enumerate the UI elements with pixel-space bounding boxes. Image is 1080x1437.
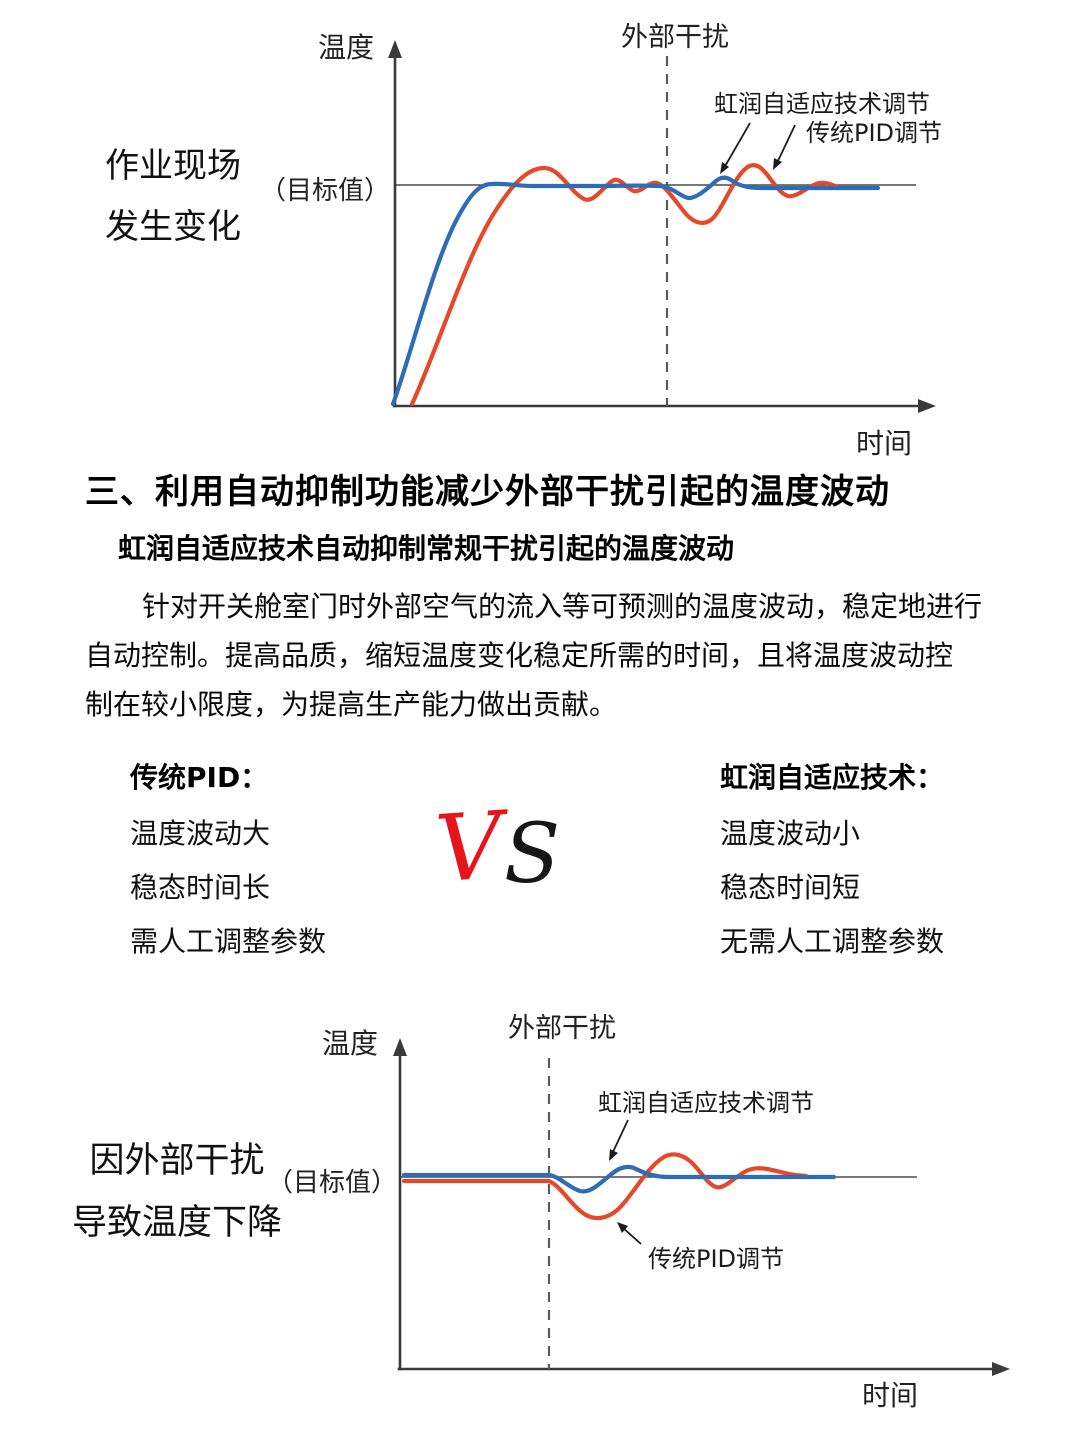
chart2-legend-pid: 传统PID调节 [648, 1245, 785, 1273]
vs-letter-s: S [504, 807, 561, 902]
chart2-x-axis-label: 时间 [862, 1379, 919, 1412]
paragraph-line1: 针对开关舱室门时外部空气的流入等可预测的温度波动，稳定地进行 [142, 590, 983, 623]
chart1-target-value-label: （目标值） [259, 176, 390, 206]
chart1-x-axis-label: 时间 [856, 427, 913, 460]
chart2-context-label: 因外部干扰 导致温度下降 [58, 1130, 296, 1254]
chart2-adaptive-annotation-arrowhead-icon [609, 1149, 618, 1161]
section-subheading: 虹润自适应技术自动抑制常规干扰引起的温度波动 [118, 532, 735, 565]
chart1-adaptive-annotation-arrow [723, 122, 751, 169]
chart2-pid-annotation-arrow [621, 1226, 642, 1245]
chart1-adaptive-annotation-arrowhead-icon [720, 162, 729, 174]
vs-letter-v: V [432, 791, 507, 904]
chart1-legend-adaptive: 虹润自适应技术调节 [714, 90, 930, 118]
chart2-target-value-label: （目标值） [266, 1168, 397, 1198]
comparison-left-title: 传统PID： [130, 761, 269, 794]
chart2-legend-adaptive: 虹润自适应技术调节 [598, 1089, 814, 1117]
comparison-right-item-2: 稳态时间短 [720, 871, 861, 904]
chart2-disturbance-label: 外部干扰 [508, 1013, 616, 1044]
chart2-context-line2: 导致温度下降 [71, 1203, 282, 1243]
chart1-disturbance-label: 外部干扰 [621, 22, 729, 53]
chart2-x-axis-arrowhead-icon [992, 1362, 1010, 1376]
paragraph-line2: 自动控制。提高品质，缩短温度变化稳定所需的时间，且将温度波动控 [85, 639, 954, 672]
chart1-pid-curve [409, 163, 841, 407]
comparison-left-item-1: 温度波动大 [130, 817, 271, 850]
chart1-y-axis-arrowhead-icon [388, 40, 402, 58]
chart1-context-line1: 作业现场 [105, 146, 241, 186]
chart2-pid-curve [401, 1152, 809, 1221]
chart2-y-axis-label: 温度 [322, 1027, 379, 1060]
chart1-context-line2: 发生变化 [105, 207, 241, 247]
chart2-pid-annotation-arrowhead-icon [617, 1222, 628, 1233]
chart1-pid-annotation-arrowhead-icon [773, 158, 782, 170]
chart2-adaptive-annotation-arrow [611, 1119, 629, 1155]
chart1-legend-pid: 传统PID调节 [806, 119, 943, 147]
chart2-adaptive-curve [401, 1164, 837, 1194]
section-paragraph: 针对开关舱室门时外部空气的流入等可预测的温度波动，稳定地进行 自动控制。提高品质… [85, 582, 982, 729]
chart1-x-axis-arrowhead-icon [918, 399, 936, 413]
chart1-adaptive-curve [390, 175, 881, 407]
comparison-left-item-3: 需人工调整参数 [130, 925, 327, 958]
comparison-right-item-3: 无需人工调整参数 [720, 925, 945, 958]
section-heading: 三、利用自动抑制功能减少外部干扰引起的温度波动 [85, 472, 890, 512]
chart1-pid-annotation-arrow [776, 124, 796, 164]
comparison-right-item-1: 温度波动小 [720, 817, 861, 850]
paragraph-line3: 制在较小限度，为提高生产能力做出贡献。 [85, 688, 618, 721]
comparison-left-item-2: 稳态时间长 [130, 871, 271, 904]
comparison-right-title: 虹润自适应技术： [720, 761, 945, 794]
chart2-y-axis-arrowhead-icon [393, 1038, 407, 1056]
chart2-context-line1: 因外部干扰 [89, 1141, 265, 1181]
chart1-context-label: 作业现场 发生变化 [92, 136, 254, 258]
chart1-y-axis-label: 温度 [318, 31, 375, 64]
